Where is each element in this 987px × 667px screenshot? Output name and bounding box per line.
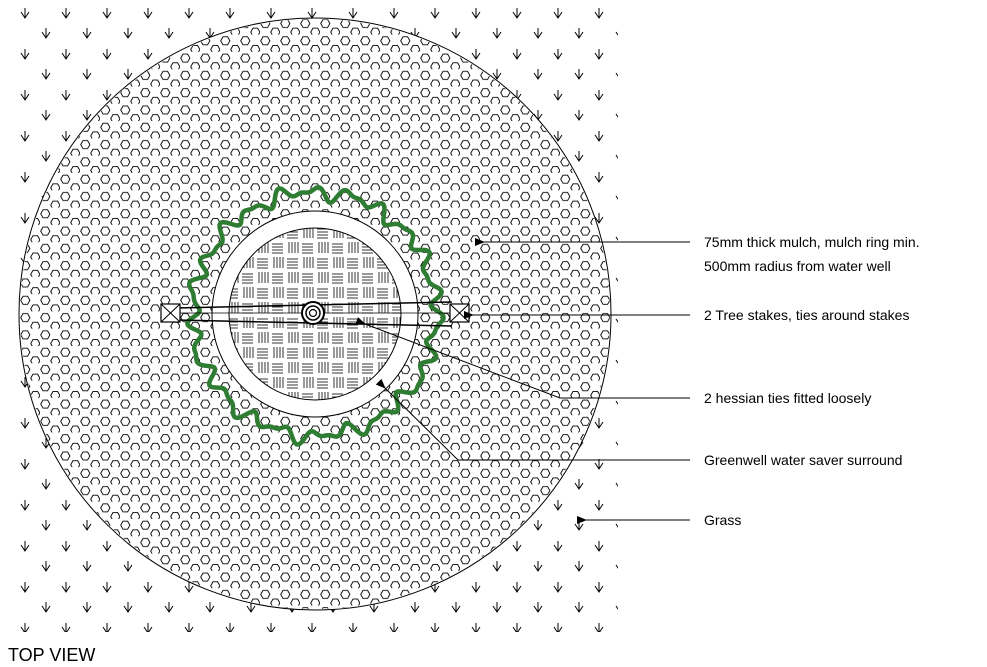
callout-stakes: 2 Tree stakes, ties around stakes bbox=[704, 307, 909, 323]
callout-mulch-line1: 75mm thick mulch, mulch ring min. bbox=[704, 234, 920, 250]
view-title: TOP VIEW bbox=[8, 645, 95, 665]
callout-mulch-line2: 500mm radius from water well bbox=[704, 258, 891, 274]
tree-stake-left bbox=[160, 303, 181, 323]
callout-surround: Greenwell water saver surround bbox=[704, 452, 902, 468]
tree-trunk bbox=[301, 301, 325, 325]
tree-stake-right bbox=[449, 303, 470, 323]
callout-grass: Grass bbox=[704, 512, 741, 528]
greenwell-water-saver-surround bbox=[185, 185, 446, 447]
callout-ties: 2 hessian ties fitted loosely bbox=[704, 390, 871, 406]
leader-surround bbox=[375, 378, 690, 461]
leader-ties bbox=[355, 317, 690, 399]
